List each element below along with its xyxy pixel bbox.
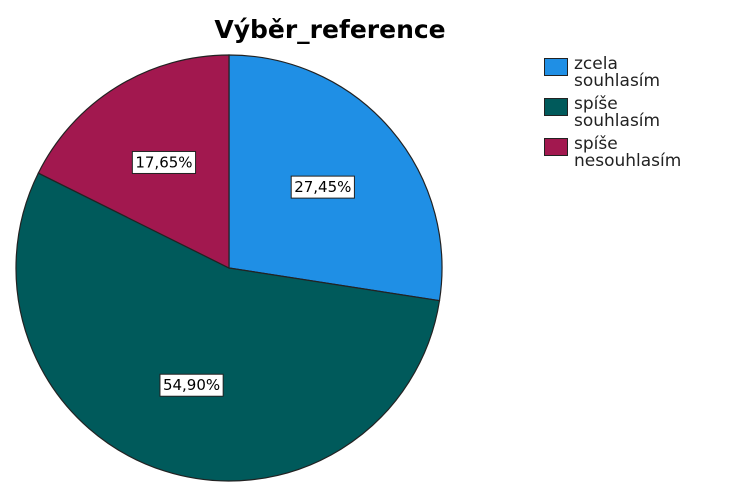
data-label-text: 17,65%: [135, 153, 192, 171]
data-label-box: [131, 150, 197, 174]
legend-swatch: [544, 58, 568, 76]
data-label: 17,65%: [131, 150, 197, 174]
data-label-text: 54,90%: [163, 376, 220, 394]
legend-item: zcela souhlasím: [544, 56, 694, 90]
data-label: 54,90%: [159, 373, 224, 397]
data-label: 27,45%: [290, 175, 355, 199]
chart-title: Výběr_reference: [214, 15, 445, 44]
data-label-text: 27,45%: [294, 178, 351, 196]
legend-label: spíše nesouhlasím: [574, 134, 682, 171]
data-label-box: [159, 373, 224, 397]
legend-item: spíše nesouhlasím: [544, 136, 694, 170]
pie-slice: [15, 172, 441, 482]
data-label-box: [290, 175, 355, 199]
legend-swatch: [544, 98, 568, 116]
legend-item: spíše souhlasím: [544, 96, 694, 130]
legend-label: zcela souhlasím: [574, 54, 661, 91]
legend-label: spíše souhlasím: [574, 94, 661, 131]
legend-swatch: [544, 138, 568, 156]
legend: zcela souhlasím spíše souhlasím spíše neso…: [544, 56, 694, 176]
